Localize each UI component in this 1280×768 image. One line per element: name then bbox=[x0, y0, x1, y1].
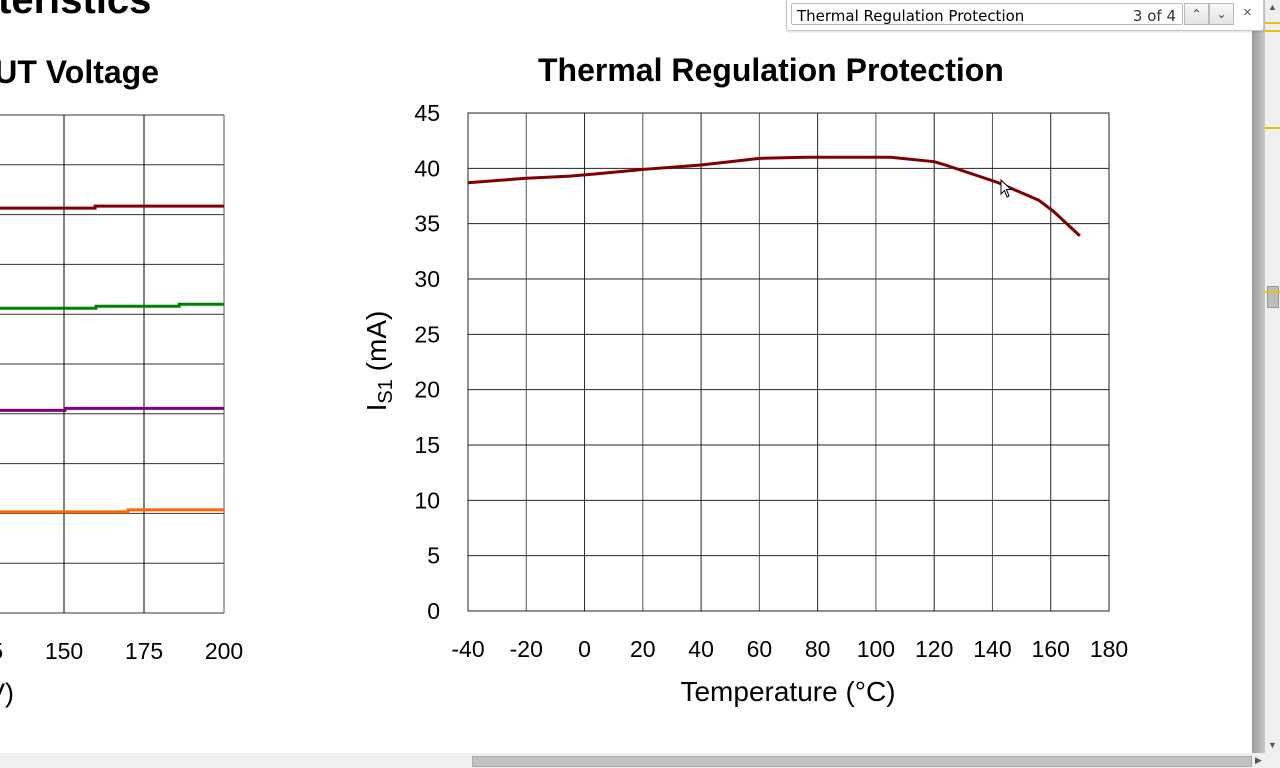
y-axis-label-main: I bbox=[361, 404, 392, 412]
y-axis-label-subscript: S1 bbox=[375, 379, 397, 403]
x-tick-label: 100 bbox=[857, 636, 895, 662]
y-tick-label: 40 bbox=[414, 155, 440, 181]
x-tick-label: 60 bbox=[747, 636, 773, 662]
scroll-up-arrow-icon[interactable]: ▲ bbox=[1268, 2, 1277, 12]
y-tick-label: 30 bbox=[414, 266, 440, 292]
y-tick-label: 20 bbox=[414, 377, 440, 403]
left-chart-title: UT Voltage bbox=[0, 54, 159, 90]
y-axis-label-unit: (mA) bbox=[361, 311, 392, 379]
horizontal-scroll-thumb[interactable] bbox=[472, 756, 1252, 767]
y-tick-label: 10 bbox=[414, 487, 440, 513]
find-next-button[interactable]: ⌄ bbox=[1209, 3, 1234, 25]
mouse-cursor-icon bbox=[1000, 179, 1013, 198]
x-tick-label: 80 bbox=[805, 636, 831, 662]
horizontal-scrollbar[interactable]: ▶ bbox=[0, 753, 1265, 768]
section-heading: teristics bbox=[0, 0, 152, 22]
series-line-IS1 bbox=[467, 155, 1081, 237]
scroll-down-arrow-icon[interactable]: ▼ bbox=[1268, 740, 1277, 750]
search-match-marker[interactable] bbox=[1265, 30, 1280, 32]
vertical-scroll-thumb[interactable] bbox=[1267, 286, 1279, 308]
x-tick-label: 0 bbox=[578, 636, 591, 662]
series-line-series-4 bbox=[0, 508, 224, 514]
x-tick-label: -40 bbox=[451, 636, 484, 662]
plot-border bbox=[467, 112, 1110, 612]
y-axis-label: IS1 (mA) bbox=[361, 311, 397, 412]
scroll-right-arrow-icon[interactable]: ▶ bbox=[1255, 755, 1262, 765]
right-chart-title: Thermal Regulation Protection bbox=[538, 52, 1004, 88]
right-chart: 0 5 10 15 20 25 30 35 40 45 -40 -20 0 20 40 60 80 100 120 1… bbox=[361, 100, 1128, 707]
find-previous-button[interactable]: ⌃ bbox=[1184, 3, 1209, 25]
series-line-series-3 bbox=[0, 406, 224, 412]
x-tick-label: 140 bbox=[973, 636, 1011, 662]
series-line-series-1 bbox=[0, 204, 224, 210]
y-tick-label: 5 bbox=[427, 543, 440, 569]
find-bar: Thermal Regulation Protection 3 of 4 ⌃ ⌄… bbox=[786, 0, 1264, 31]
y-tick-label: 0 bbox=[427, 598, 440, 624]
chevron-up-icon: ⌃ bbox=[1191, 7, 1202, 21]
vertical-scrollbar[interactable]: ▲ ▼ bbox=[1265, 0, 1280, 753]
x-tick-label: 125 bbox=[0, 638, 3, 664]
scrollbar-corner bbox=[1265, 753, 1280, 768]
search-match-marker[interactable] bbox=[1265, 291, 1280, 293]
x-tick-label: 175 bbox=[125, 638, 163, 664]
find-input[interactable]: Thermal Regulation Protection 3 of 4 bbox=[791, 3, 1183, 25]
x-tick-label: 200 bbox=[205, 638, 243, 664]
series-line-series-2 bbox=[0, 302, 224, 310]
chevron-down-icon: ⌄ bbox=[1216, 7, 1227, 21]
y-tick-label: 45 bbox=[414, 100, 440, 126]
x-tick-label: 40 bbox=[688, 636, 714, 662]
find-close-button[interactable]: × bbox=[1243, 4, 1252, 21]
y-tick-label: 15 bbox=[414, 432, 440, 458]
search-match-marker[interactable] bbox=[1265, 22, 1280, 24]
left-chart: 125 150 175 200 V) bbox=[0, 114, 243, 708]
find-match-count: 3 of 4 bbox=[1132, 7, 1176, 25]
x-tick-label: 20 bbox=[630, 636, 656, 662]
y-tick-label: 35 bbox=[414, 211, 440, 237]
find-query[interactable]: Thermal Regulation Protection bbox=[797, 7, 1025, 25]
x-tick-label: -20 bbox=[510, 636, 543, 662]
x-tick-label: 180 bbox=[1090, 636, 1128, 662]
search-match-marker[interactable] bbox=[1265, 127, 1280, 129]
x-tick-label: 150 bbox=[45, 638, 83, 664]
x-tick-label: 160 bbox=[1032, 636, 1070, 662]
page-shadow bbox=[1252, 0, 1265, 753]
y-tick-label: 25 bbox=[414, 321, 440, 347]
x-tick-label: 120 bbox=[915, 636, 953, 662]
x-axis-label: V) bbox=[0, 678, 14, 708]
pdf-page: teristics UT Voltage Thermal Regulation … bbox=[0, 0, 1129, 708]
x-axis-label: Temperature (°C) bbox=[680, 676, 895, 707]
